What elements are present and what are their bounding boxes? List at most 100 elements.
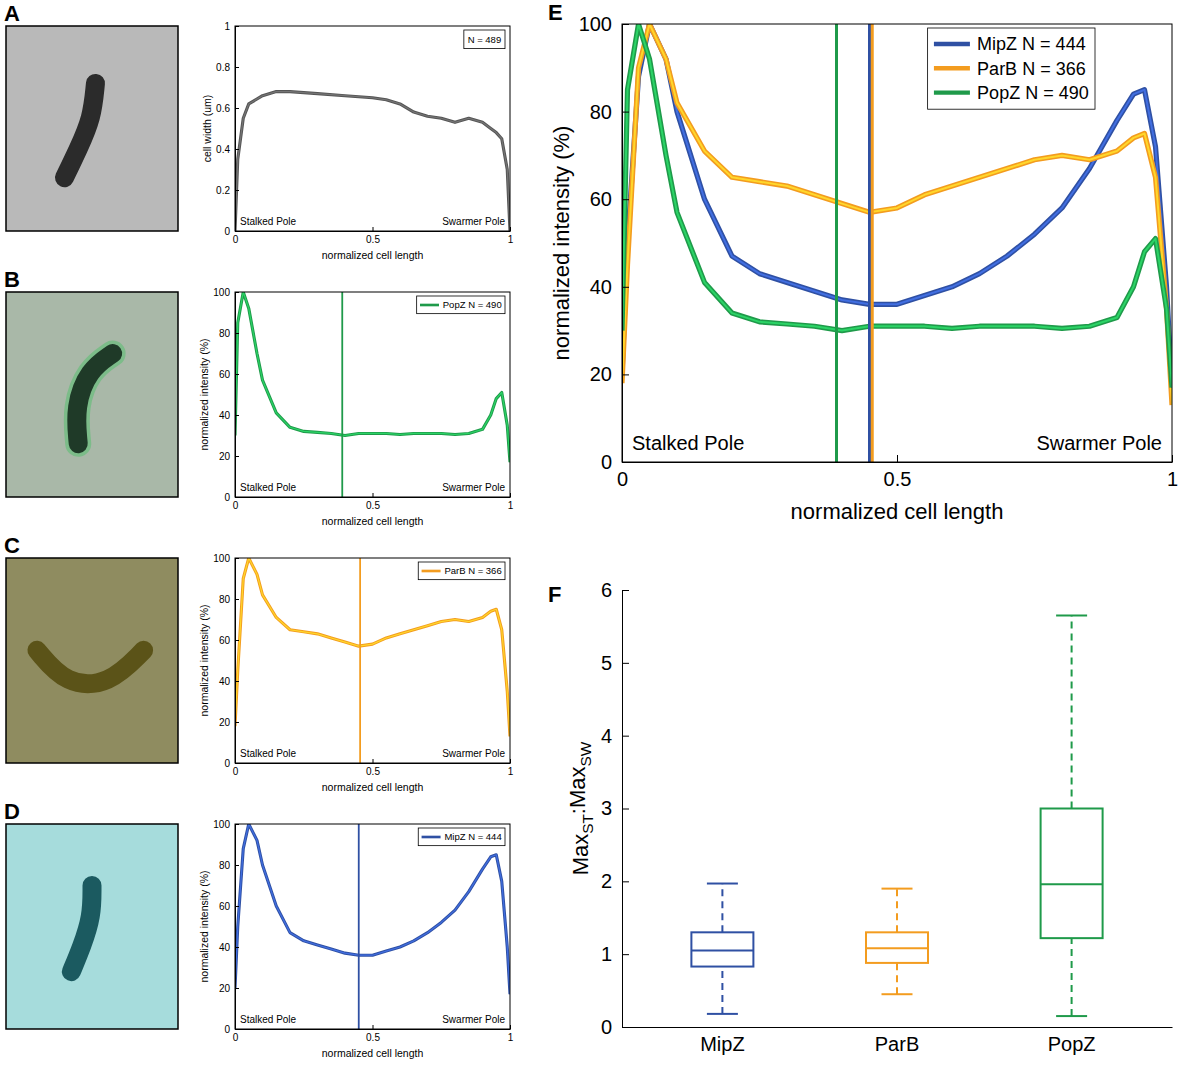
tick-label: 2 [601,870,612,892]
legend-swatch [422,570,441,573]
tick-label: 1 [508,1032,514,1043]
whisker-cap [1056,614,1087,616]
whisker [896,889,898,933]
micrograph [6,824,178,1029]
tick-label: 40 [219,410,231,421]
series-line-core [235,92,510,231]
tick-mark [235,947,239,948]
tick: 100 [213,553,239,564]
tick-label: 40 [219,676,231,687]
tick-label: 0.5 [366,500,380,511]
tick-label: 1 [601,943,612,965]
tick: 4 [601,725,629,747]
midpoint-line [358,824,360,1029]
plot-marks [235,92,510,231]
tick: 0.5 [366,759,380,777]
tick: 1 [601,943,629,965]
figure: A00.5100.20.40.60.81normalized cell leng… [0,0,1193,1072]
legend-label: ParB N = 366 [977,59,1086,79]
tick-label: 20 [219,983,231,994]
series-line [235,92,510,231]
tick: 60 [219,901,239,912]
midpoint-line [359,558,361,763]
tick-mark [622,287,629,288]
box [866,932,928,963]
panel-letter: D [4,799,20,824]
series-line [235,292,510,462]
whisker [1071,938,1073,1016]
tick: 0.5 [366,227,380,245]
tick-label: 100 [213,287,230,298]
midpoint-line [341,292,343,497]
tick: 20 [219,983,239,994]
plot-marks [622,24,1172,462]
tick-mark [622,663,629,664]
axis-line [235,559,236,764]
tick-label: 80 [219,328,231,339]
tick: 40 [219,410,239,421]
tick-label: 0 [224,1024,230,1035]
whisker-cap [882,888,913,890]
annotation: Stalked Pole [240,748,297,759]
tick-mark [235,149,239,150]
plot-frame [235,26,510,231]
axis-title: normalized intensity (%) [198,338,210,450]
tick-mark [510,759,511,763]
tick-label: 60 [219,901,231,912]
tick-label: 20 [590,363,612,385]
tick-mark [235,722,239,723]
panel: 00.51020406080100normalized cell lengthn… [198,287,514,527]
tick-mark [373,493,374,497]
tick-mark [235,108,239,109]
series-line-core [235,558,510,736]
tick-label: 0 [224,758,230,769]
tick: 1 [508,227,514,245]
tick-label: 0 [233,500,239,511]
tick-mark [235,456,239,457]
tick-mark [1172,455,1173,462]
legend: MipZ N = 444 [418,828,505,846]
series-line-core [235,824,510,994]
axis-title-subscript: ST [579,814,596,834]
legend-box [418,562,505,580]
tick: 0 [601,1016,629,1038]
tick-label: 0.5 [366,1032,380,1043]
tick-mark [235,67,239,68]
tick: 3 [601,797,629,819]
y-axis: 020406080100 [213,553,239,769]
axis-line [236,497,511,498]
tick: 1 [508,759,514,777]
box [1041,809,1103,939]
tick-mark [622,199,629,200]
tick: 0.8 [216,62,239,73]
tick-mark [235,415,239,416]
median [691,950,753,952]
panel-letter: C [4,533,20,558]
tick-label: 0.5 [366,766,380,777]
tick-label: 0.4 [216,144,230,155]
axis-line [236,763,511,764]
legend-box [928,28,1095,109]
axis-title: normalized cell length [322,515,424,527]
axis-title: normalized intensity (%) [198,604,210,716]
axis-title-part: Max [568,834,593,876]
y-axis: 020406080100 [579,13,629,473]
tick: 1 [1167,455,1178,490]
whisker [721,967,723,1014]
tick-mark [373,759,374,763]
box [691,932,753,966]
legend-label: MipZ N = 444 [977,34,1086,54]
legend-swatch [422,836,441,839]
tick-label: 0 [617,468,628,490]
series-line [235,824,510,994]
tick-label: 1 [508,500,514,511]
plot-frame [235,292,510,497]
axis-line [236,1029,511,1030]
y-axis: 020406080100 [213,819,239,1035]
tick: 1 [508,1025,514,1043]
note-text: N = 489 [468,34,502,45]
tick: 40 [590,276,629,298]
annotation: Swarmer Pole [442,748,505,759]
tick: 60 [219,369,239,380]
tick: 0 [224,226,239,237]
